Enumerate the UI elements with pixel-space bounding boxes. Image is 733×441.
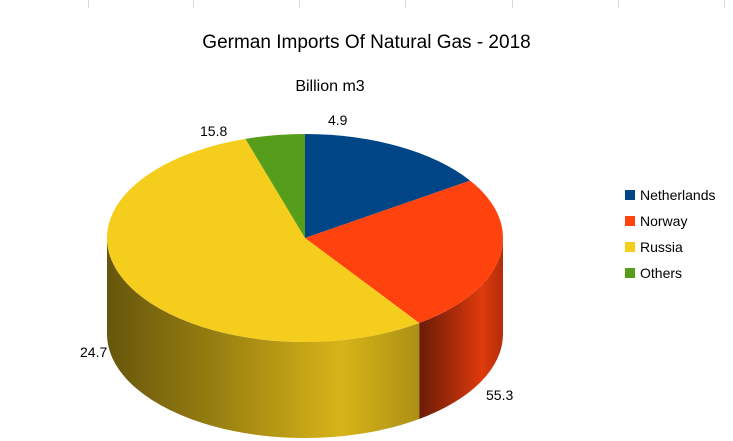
gridline <box>299 0 300 8</box>
legend-label-others: Others <box>640 265 683 281</box>
pie-slice-netherlands <box>305 134 471 238</box>
gridline <box>193 0 194 8</box>
legend-item-norway: Norway <box>625 208 716 234</box>
legend-swatch-others <box>625 268 635 278</box>
pie-slice-others <box>245 134 305 238</box>
legend-swatch-netherlands <box>625 190 635 200</box>
legend-label-russia: Russia <box>640 239 683 255</box>
pie-side-norway <box>419 238 503 419</box>
legend-item-russia: Russia <box>625 234 716 260</box>
data-label-netherlands: 15.8 <box>200 123 227 139</box>
legend-label-norway: Norway <box>640 213 688 229</box>
gridline <box>405 0 406 8</box>
legend: Netherlands Norway Russia Others <box>625 182 716 286</box>
legend-item-netherlands: Netherlands <box>625 182 716 208</box>
pie-side-russia <box>107 238 420 438</box>
chart-subtitle: Billion m3 <box>295 78 365 95</box>
data-label-russia: 55.3 <box>486 387 513 403</box>
gridline <box>724 0 725 8</box>
gridline <box>88 0 89 8</box>
legend-label-netherlands: Netherlands <box>640 187 716 203</box>
data-label-others: 4.9 <box>328 112 348 128</box>
chart-title: German Imports Of Natural Gas - 2018 <box>202 32 531 53</box>
legend-swatch-russia <box>625 242 635 252</box>
legend-item-others: Others <box>625 260 716 286</box>
gridline <box>618 0 619 8</box>
pie-slice-norway <box>305 180 504 323</box>
data-label-norway: 24.7 <box>80 344 107 360</box>
legend-swatch-norway <box>625 216 635 226</box>
pie-slice-russia <box>107 138 420 342</box>
gridline <box>512 0 513 8</box>
